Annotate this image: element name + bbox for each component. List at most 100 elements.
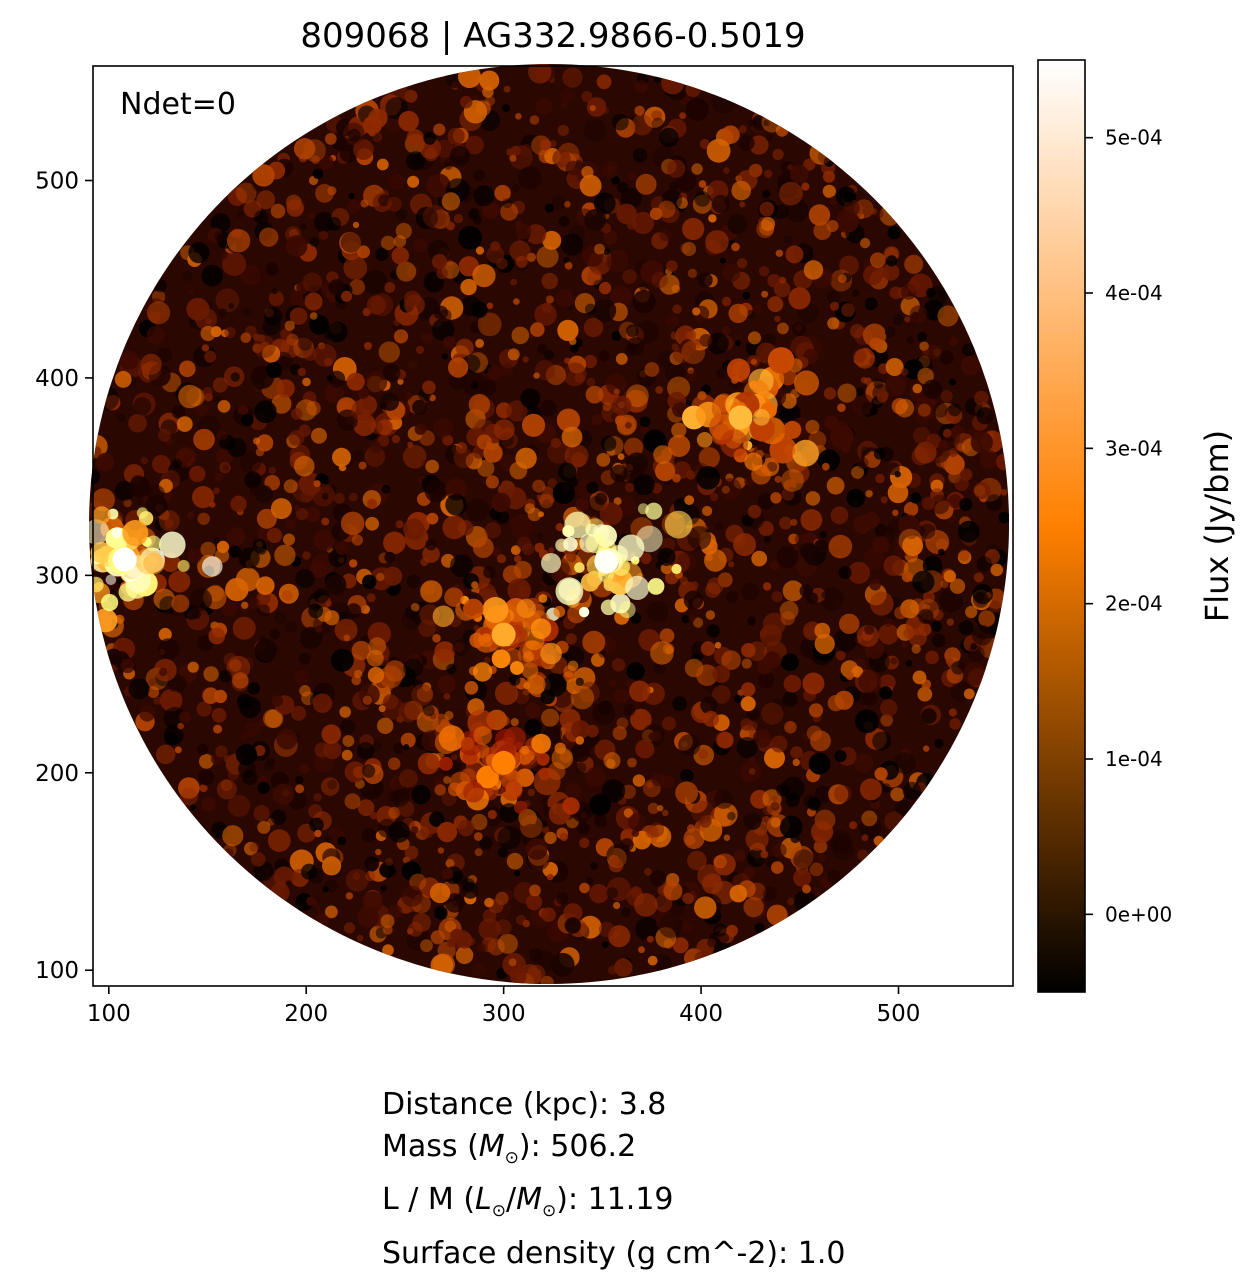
bright-emission-knot [618, 535, 645, 562]
emission-knot [760, 851, 768, 859]
emission-knot [801, 509, 823, 531]
emission-knot [294, 138, 315, 159]
emission-knot [787, 722, 793, 728]
emission-knot [614, 689, 629, 704]
emission-knot [831, 506, 849, 524]
bright-emission-knot [93, 506, 111, 524]
emission-knot [892, 510, 898, 516]
emission-knot [494, 419, 515, 440]
emission-knot [752, 304, 762, 314]
emission-knot [198, 513, 210, 525]
emission-knot [474, 832, 483, 841]
emission-knot [627, 662, 645, 680]
emission-knot [198, 770, 214, 786]
emission-knot [496, 511, 509, 524]
emission-knot [188, 242, 209, 263]
emission-knot [875, 767, 888, 780]
emission-knot [691, 163, 702, 174]
emission-knot [335, 542, 348, 555]
emission-knot [659, 128, 678, 147]
source-info: Distance (kpc): 3.8 Mass (M⊙): 506.2 L /… [382, 1084, 845, 1274]
emission-knot [735, 340, 741, 346]
emission-knot [259, 228, 278, 247]
emission-knot [322, 856, 341, 875]
bright-region-peak [492, 623, 516, 647]
bright-emission-knot [63, 540, 74, 551]
emission-knot [287, 200, 304, 217]
emission-knot [790, 746, 803, 759]
emission-knot [587, 270, 602, 285]
bright-emission-knot [46, 502, 67, 523]
emission-knot [172, 459, 182, 469]
emission-knot [634, 474, 655, 495]
emission-knot [327, 186, 336, 195]
emission-knot [884, 618, 893, 627]
emission-knot [256, 448, 264, 456]
bright-emission-knot [648, 578, 665, 595]
emission-knot [432, 254, 447, 269]
y-tick-label: 200 [35, 761, 79, 787]
emission-knot [528, 789, 536, 797]
emission-knot [784, 236, 793, 245]
emission-knot [326, 574, 347, 595]
emission-knot [403, 519, 424, 540]
emission-knot [189, 588, 212, 611]
emission-knot [712, 195, 730, 213]
emission-knot [556, 892, 569, 905]
emission-knot [881, 783, 890, 792]
emission-knot [314, 480, 321, 487]
emission-knot [525, 719, 542, 736]
bright-emission-knot [794, 370, 819, 395]
emission-knot [485, 522, 501, 538]
emission-knot [538, 511, 544, 517]
bright-emission-knot [523, 651, 534, 662]
emission-knot [949, 448, 958, 457]
emission-knot [540, 400, 556, 416]
emission-knot [592, 702, 615, 725]
emission-knot [302, 551, 311, 560]
emission-knot [433, 418, 453, 438]
emission-knot [497, 554, 506, 563]
emission-knot [708, 214, 716, 222]
emission-knot [589, 884, 608, 903]
emission-knot [344, 635, 351, 642]
emission-knot [475, 848, 483, 856]
emission-knot [715, 521, 724, 530]
emission-knot [893, 314, 904, 325]
emission-knot [579, 838, 589, 848]
emission-knot [255, 639, 277, 661]
emission-knot [271, 810, 286, 825]
emission-knot [249, 486, 259, 496]
emission-knot [522, 543, 534, 555]
emission-knot [357, 742, 374, 759]
emission-knot [491, 493, 511, 513]
emission-knot [793, 759, 800, 766]
emission-knot [337, 837, 346, 846]
bright-emission-knot [563, 537, 578, 552]
emission-knot [809, 204, 830, 225]
emission-knot [183, 271, 193, 281]
emission-knot [610, 465, 628, 483]
emission-knot [256, 576, 275, 595]
emission-knot [450, 554, 473, 577]
emission-knot [779, 517, 792, 530]
emission-knot [514, 561, 532, 579]
emission-knot [807, 797, 820, 810]
emission-knot [425, 539, 437, 551]
emission-knot [743, 897, 763, 917]
emission-knot [590, 862, 598, 870]
emission-knot [741, 643, 756, 658]
emission-knot [129, 476, 151, 498]
emission-knot [214, 473, 223, 482]
emission-knot [300, 223, 307, 230]
emission-knot [912, 644, 921, 653]
emission-knot [751, 551, 767, 567]
bright-emission-knot [63, 541, 87, 565]
emission-knot [202, 265, 224, 287]
surface-density-row: Surface density (g cm^-2): 1.0 [382, 1233, 845, 1274]
emission-knot [473, 169, 485, 181]
emission-knot [285, 321, 295, 331]
emission-knot [477, 943, 487, 953]
emission-knot [286, 235, 308, 257]
emission-knot [370, 812, 377, 819]
